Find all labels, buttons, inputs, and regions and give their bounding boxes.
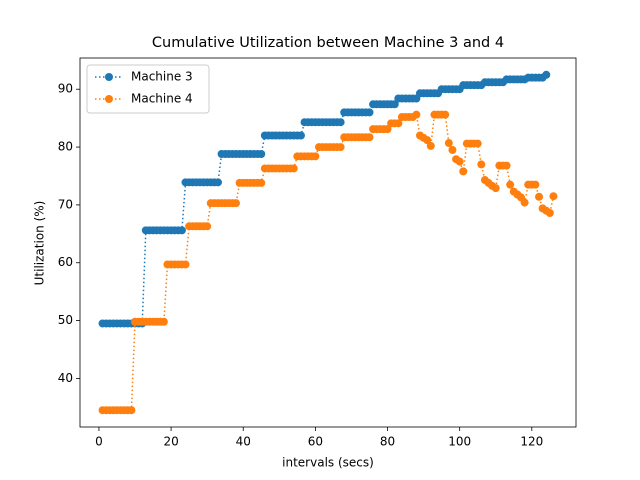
x-tick-label: 40 [236, 435, 251, 449]
y-axis-label: Utilization (%) [33, 201, 47, 286]
data-point [311, 152, 320, 161]
data-point [459, 167, 468, 176]
data-point [412, 110, 421, 119]
data-point [159, 317, 168, 326]
data-point [491, 184, 500, 193]
data-point [520, 198, 529, 207]
data-point [473, 139, 482, 148]
data-point [383, 125, 392, 134]
y-tick-label: 80 [58, 140, 73, 154]
x-tick-label: 100 [448, 435, 471, 449]
data-point [477, 160, 486, 169]
legend-marker [105, 95, 113, 103]
x-tick-label: 20 [163, 435, 178, 449]
data-point [127, 406, 136, 415]
y-tick-label: 50 [58, 313, 73, 327]
data-point [177, 226, 186, 235]
series [98, 110, 558, 415]
y-tick-label: 40 [58, 371, 73, 385]
chart-title: Cumulative Utilization between Machine 3… [152, 35, 504, 51]
y-tick-label: 60 [58, 255, 73, 269]
data-point [181, 260, 190, 269]
data-point [549, 192, 558, 201]
x-tick-label: 60 [308, 435, 323, 449]
data-point [336, 118, 345, 127]
legend-marker [105, 73, 113, 81]
data-point [213, 178, 222, 187]
y-tick-label: 70 [58, 197, 73, 211]
x-tick-label: 120 [520, 435, 543, 449]
legend-label: Machine 4 [131, 92, 193, 106]
x-axis-label: intervals (secs) [282, 456, 374, 470]
data-point [535, 192, 544, 201]
data-point [448, 145, 457, 154]
plot-frame [79, 57, 577, 428]
data-point [531, 180, 540, 189]
data-point [455, 157, 464, 166]
data-point [390, 100, 399, 109]
data-point [423, 136, 432, 145]
data-point [289, 164, 298, 173]
data-point [257, 150, 266, 159]
x-tick-label: 80 [380, 435, 395, 449]
data-point [296, 131, 305, 140]
data-point [502, 161, 511, 170]
x-tick-label: 0 [95, 435, 103, 449]
data-point [365, 108, 374, 117]
data-point [365, 133, 374, 142]
data-point [506, 180, 515, 189]
data-point [426, 141, 435, 150]
data-point [257, 178, 266, 187]
data-point [441, 110, 450, 119]
data-point [444, 139, 453, 148]
data-point [336, 143, 345, 152]
legend-label: Machine 3 [131, 70, 193, 84]
legend-box [86, 64, 210, 114]
data-point [394, 119, 403, 128]
data-point [232, 199, 241, 208]
data-point [542, 70, 551, 79]
series [98, 70, 551, 328]
legend: Machine 3 Machine 4 [86, 64, 210, 114]
data-point [545, 209, 554, 218]
data-point [203, 222, 212, 231]
y-tick-label: 90 [58, 82, 73, 96]
